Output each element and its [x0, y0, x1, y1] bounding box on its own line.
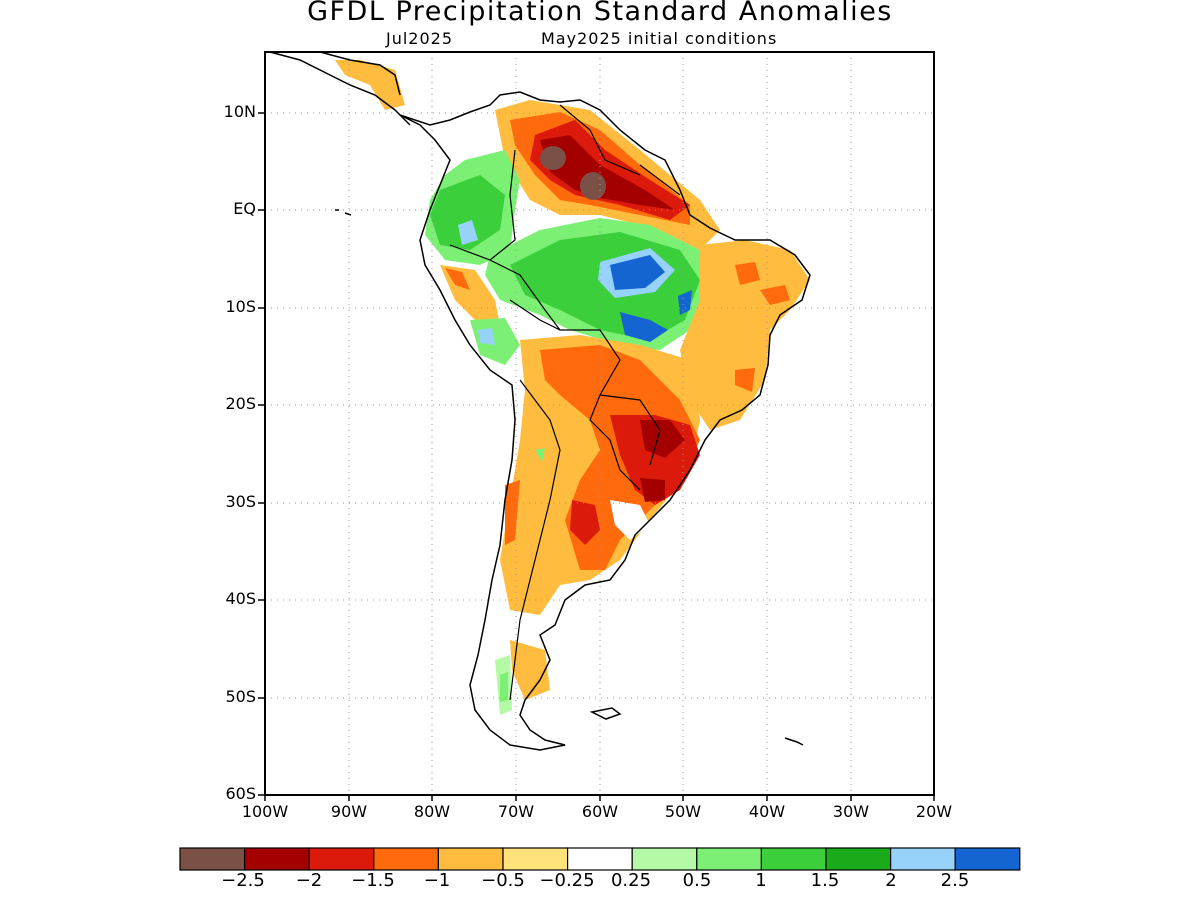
lon-label-50w: 50W — [664, 802, 702, 821]
lat-label-20s: 20S — [225, 394, 256, 413]
redorange-northeast — [735, 262, 790, 392]
central-america-coastline — [269, 52, 411, 126]
colorbar-swatch — [566, 847, 633, 871]
lat-label-10n: 10N — [223, 102, 256, 121]
colorbar-swatch — [954, 847, 1021, 871]
red-argentina — [570, 500, 600, 545]
colorbar-swatch — [760, 847, 827, 871]
colorbar-label: −1 — [423, 870, 451, 891]
colorbar-swatch — [244, 847, 310, 871]
lat-label-60s: 60S — [225, 784, 256, 803]
galapagos-islands — [335, 209, 352, 216]
lon-label-70w: 70W — [497, 802, 535, 821]
colorbar-label: −0.25 — [539, 870, 595, 891]
orange-patagonia — [510, 640, 550, 700]
darkred-north — [540, 135, 675, 210]
colorbar-label: 2.5 — [940, 870, 970, 891]
colorbar-label: −2.5 — [221, 870, 265, 891]
green-northwest-dark — [430, 175, 505, 250]
redorange-peru — [445, 268, 470, 290]
lon-label-100w: 100W — [241, 802, 289, 821]
colorbar — [179, 847, 1021, 871]
brown-core-1 — [540, 146, 566, 170]
lon-label-80w: 80W — [413, 802, 451, 821]
colorbar-label: 0.25 — [610, 870, 652, 891]
blue-amazon-2 — [620, 312, 668, 342]
colorbar-swatch — [502, 847, 569, 871]
colorbar-label: 2 — [885, 870, 897, 891]
colorbar-label: 1.5 — [810, 870, 840, 891]
colorbar-swatch — [696, 847, 762, 871]
target-month-label: Jul2025 — [386, 29, 454, 48]
colorbar-label: −2 — [295, 870, 323, 891]
falkland-islands — [589, 707, 622, 720]
colorbar-swatch — [308, 847, 375, 871]
colorbar-swatch — [631, 847, 698, 871]
colorbar-swatch — [437, 847, 504, 871]
lat-label-10s: 10S — [225, 297, 256, 316]
lat-label-30s: 30S — [225, 492, 256, 511]
orange-caribbean — [335, 60, 405, 110]
coastlines — [269, 52, 811, 751]
lon-label-90w: 90W — [330, 802, 368, 821]
green-argentina-north — [535, 448, 545, 462]
brown-core-2 — [580, 172, 606, 200]
map-title: GFDL Precipitation Standard Anomalies — [307, 0, 893, 27]
colorbar-swatch — [825, 847, 892, 871]
lon-label-30w: 30W — [832, 802, 870, 821]
lon-label-40w: 40W — [748, 802, 786, 821]
lat-label-50s: 50S — [225, 687, 256, 706]
lat-label-40s: 40S — [225, 589, 256, 608]
blue-northwest — [458, 220, 478, 245]
lat-label-eq: EQ — [233, 199, 256, 218]
colorbar-swatch — [373, 847, 439, 871]
colorbar-swatch — [179, 847, 246, 871]
axis-ticks — [258, 112, 935, 801]
colorbar-swatch — [889, 847, 956, 871]
colorbar-label: −0.5 — [481, 870, 525, 891]
darkred-central — [640, 420, 685, 502]
colorbar-label: −1.5 — [351, 870, 395, 891]
blue-amazon-1 — [610, 255, 665, 290]
lon-label-20w: 20W — [915, 802, 953, 821]
colorbar-label: 1 — [755, 870, 767, 891]
anomaly-shading — [335, 60, 810, 745]
lon-label-60w: 60W — [581, 802, 619, 821]
initial-conditions-label: May2025 initial conditions — [541, 29, 778, 48]
country-borders — [449, 104, 681, 701]
south-georgia — [784, 737, 804, 746]
green-chile — [500, 672, 508, 702]
blue-bolivia — [478, 328, 495, 345]
colorbar-label: 0.5 — [682, 870, 712, 891]
south-america-coastline — [399, 91, 811, 751]
blue-amazon-3 — [678, 290, 692, 315]
